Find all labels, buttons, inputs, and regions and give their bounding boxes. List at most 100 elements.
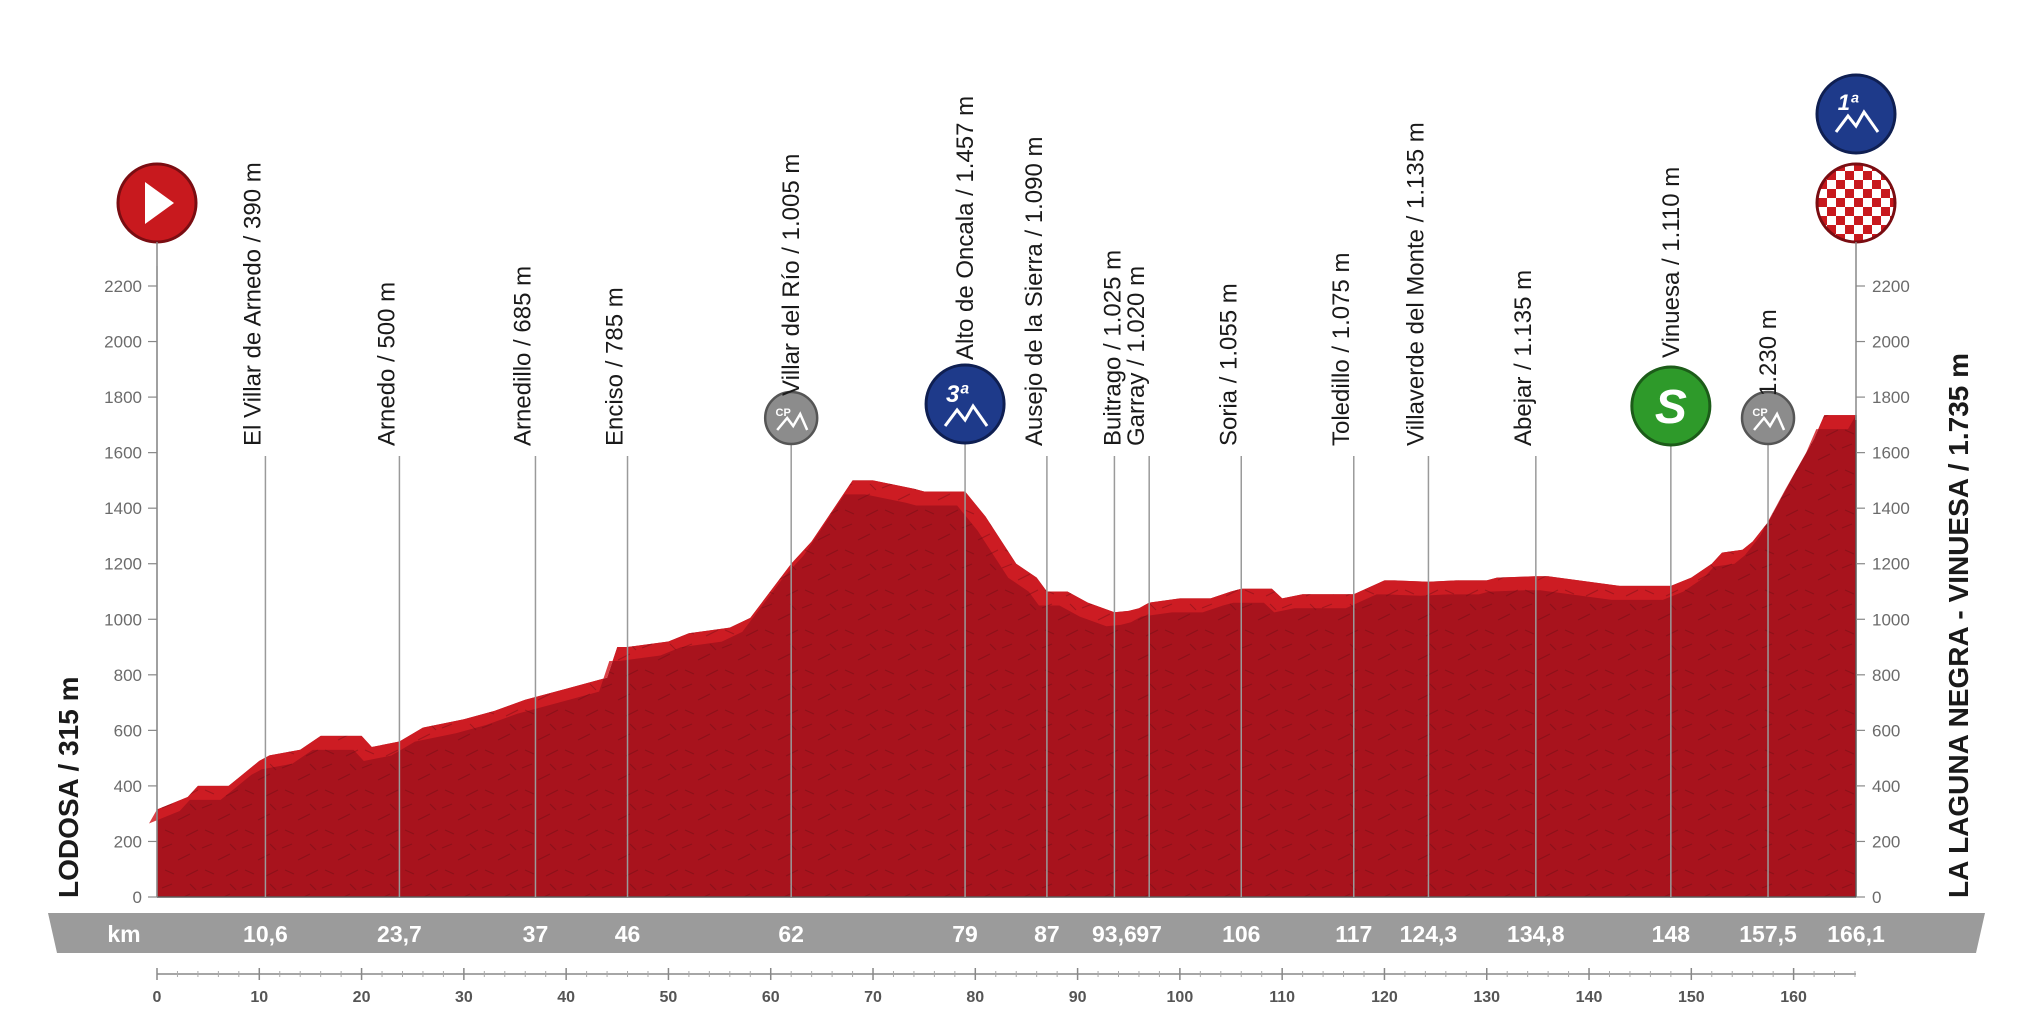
y-tick-label-right: 400 bbox=[1872, 777, 1900, 796]
x-tick-label: 120 bbox=[1371, 989, 1398, 1006]
km-band-value: 37 bbox=[523, 921, 549, 947]
sprint-badge-circle bbox=[1630, 365, 1712, 447]
km-band-labels: 10,6 23,7 37 46 62 79 87 93,6 97 106 117 124,3 134,8… bbox=[243, 921, 1885, 947]
km-band-value: 117 bbox=[1335, 921, 1372, 947]
y-tick-label-left: 1600 bbox=[104, 444, 142, 463]
km-band-value: 46 bbox=[615, 921, 641, 947]
y-tick-label-right: 1600 bbox=[1872, 444, 1910, 463]
x-tick-label: 40 bbox=[557, 989, 575, 1006]
poi-label: Soria / 1.055 m bbox=[1215, 283, 1242, 446]
x-tick-label: 150 bbox=[1678, 989, 1705, 1006]
poi-label: Toledillo / 1.075 m bbox=[1328, 253, 1355, 446]
poi-label: 1.230 m bbox=[1755, 309, 1782, 396]
y-tick-label-right: 1000 bbox=[1872, 610, 1910, 629]
x-tick-label: 70 bbox=[864, 989, 882, 1006]
point-of-interest-badges: CP 3ª S CP bbox=[763, 363, 1796, 447]
km-band-value: 79 bbox=[952, 921, 978, 947]
point-of-interest-labels: El Villar de Arnedo / 390 m Arnedo / 500 … bbox=[239, 96, 1782, 446]
poi-label: Enciso / 785 m bbox=[602, 287, 629, 446]
cat1-mountain-icon: 1ª bbox=[1815, 73, 1897, 155]
km-band-value: 148 bbox=[1652, 921, 1691, 947]
elevation-profile bbox=[149, 415, 1857, 898]
cp-badge-text: CP bbox=[776, 407, 791, 419]
cat3-badge-text: 3ª bbox=[946, 381, 969, 408]
terrain-texture bbox=[157, 415, 1856, 897]
y-tick-label-left: 2000 bbox=[104, 333, 142, 352]
km-band-value: 166,1 bbox=[1827, 921, 1885, 947]
poi-label: Alto de Oncala / 1.457 m bbox=[952, 96, 979, 360]
km-band-value: 134,8 bbox=[1507, 921, 1565, 947]
y-tick-label-left: 800 bbox=[114, 666, 142, 685]
cp-badge-circle bbox=[1740, 390, 1796, 446]
poi-label: Arnedillo / 685 m bbox=[509, 266, 536, 446]
y-tick-label-right: 1400 bbox=[1872, 499, 1910, 518]
x-tick-label: 60 bbox=[762, 989, 780, 1006]
cat1-label: 1ª bbox=[1838, 90, 1859, 115]
cp-badge-circle bbox=[763, 390, 819, 446]
x-tick-label: 140 bbox=[1576, 989, 1603, 1006]
y-axis-left: 0 200 400 600 800 1000 1200 1400 1600 1800 2000 220… bbox=[104, 266, 158, 907]
km-band-value: 87 bbox=[1034, 921, 1060, 947]
cp-icon: CP bbox=[763, 390, 819, 446]
y-tick-label-left: 1200 bbox=[104, 555, 142, 574]
x-tick-label: 90 bbox=[1069, 989, 1087, 1006]
x-tick-label: 110 bbox=[1269, 989, 1295, 1006]
poi-label: Ausejo de la Sierra / 1.090 m bbox=[1021, 136, 1048, 446]
y-tick-label-left: 400 bbox=[114, 777, 142, 796]
km-band-value: 124,3 bbox=[1400, 921, 1458, 947]
cp-badge-text: CP bbox=[1752, 407, 1767, 419]
x-tick-label: 80 bbox=[966, 989, 984, 1006]
km-band-label: km bbox=[107, 921, 140, 947]
y-tick-label-left: 0 bbox=[133, 888, 142, 907]
poi-label: Villaverde del Monte / 1.135 m bbox=[1402, 122, 1429, 446]
y-tick-label-right: 200 bbox=[1872, 832, 1900, 851]
y-tick-label-right: 1800 bbox=[1872, 388, 1910, 407]
finish-location-label: LA LAGUNA NEGRA - VINUESA / 1.735 m bbox=[1943, 353, 1974, 898]
km-band-value: 106 bbox=[1222, 921, 1260, 947]
km-band-value: 97 bbox=[1136, 921, 1162, 947]
y-tick-label-right: 600 bbox=[1872, 721, 1900, 740]
y-tick-label-left: 1400 bbox=[104, 499, 142, 518]
finish-checkered-flag-icon bbox=[1815, 162, 1897, 244]
cp-mountain-shape bbox=[776, 411, 809, 431]
y-axis-right: 0 200 400 600 800 1000 1200 1400 1600 1800 2000 220… bbox=[1856, 277, 1910, 907]
cp-icon: CP bbox=[1740, 390, 1796, 446]
y-tick-label-right: 1200 bbox=[1872, 555, 1910, 574]
x-axis: 0 10 20 30 40 50 60 70 80 90 100 110 120 130 140 150 160 bbox=[153, 968, 1856, 1006]
start-location-label: LODOSA / 315 m bbox=[53, 677, 84, 898]
y-tick-label-left: 2200 bbox=[104, 277, 142, 296]
poi-label: El Villar de Arnedo / 390 m bbox=[239, 162, 266, 446]
x-tick-label: 10 bbox=[250, 989, 268, 1006]
y-tick-label-right: 800 bbox=[1872, 666, 1900, 685]
y-tick-label-right: 2000 bbox=[1872, 333, 1910, 352]
km-band-value: 157,5 bbox=[1739, 921, 1797, 947]
poi-label: Vinuesa / 1.110 m bbox=[1658, 167, 1685, 358]
km-band-value: 23,7 bbox=[377, 921, 422, 947]
x-tick-label: 160 bbox=[1780, 989, 1807, 1006]
cat3-mountain-icon: 3ª bbox=[924, 363, 1006, 445]
poi-label: Villar del Río / 1.005 m bbox=[778, 154, 805, 396]
y-tick-label-right: 0 bbox=[1872, 888, 1881, 907]
point-of-interest-lines bbox=[264, 436, 1769, 897]
y-tick-label-left: 600 bbox=[114, 721, 142, 740]
poi-label: Buitrago / 1.025 m bbox=[1099, 250, 1126, 446]
y-tick-label-left: 1000 bbox=[104, 610, 142, 629]
y-tick-label-left: 1800 bbox=[104, 388, 142, 407]
x-tick-label: 20 bbox=[353, 989, 371, 1006]
x-tick-label: 0 bbox=[153, 989, 162, 1006]
cat3-mountain-shape bbox=[943, 403, 989, 427]
km-band-value: 10,6 bbox=[243, 921, 288, 947]
cp-mountain-shape bbox=[1753, 411, 1786, 431]
poi-label: Garray / 1.020 m bbox=[1123, 266, 1150, 446]
y-tick-label-right: 2200 bbox=[1872, 277, 1910, 296]
start-play-icon bbox=[116, 162, 198, 244]
x-tick-label: 130 bbox=[1473, 989, 1500, 1006]
km-band-value: 62 bbox=[778, 921, 804, 947]
x-tick-label: 100 bbox=[1167, 989, 1194, 1006]
x-tick-label: 30 bbox=[455, 989, 473, 1006]
poi-label: Arnedo / 500 m bbox=[373, 282, 400, 446]
y-tick-label-left: 200 bbox=[114, 832, 142, 851]
sprint-badge-text: S bbox=[1655, 381, 1687, 434]
km-band-value: 93,6 bbox=[1092, 921, 1137, 947]
